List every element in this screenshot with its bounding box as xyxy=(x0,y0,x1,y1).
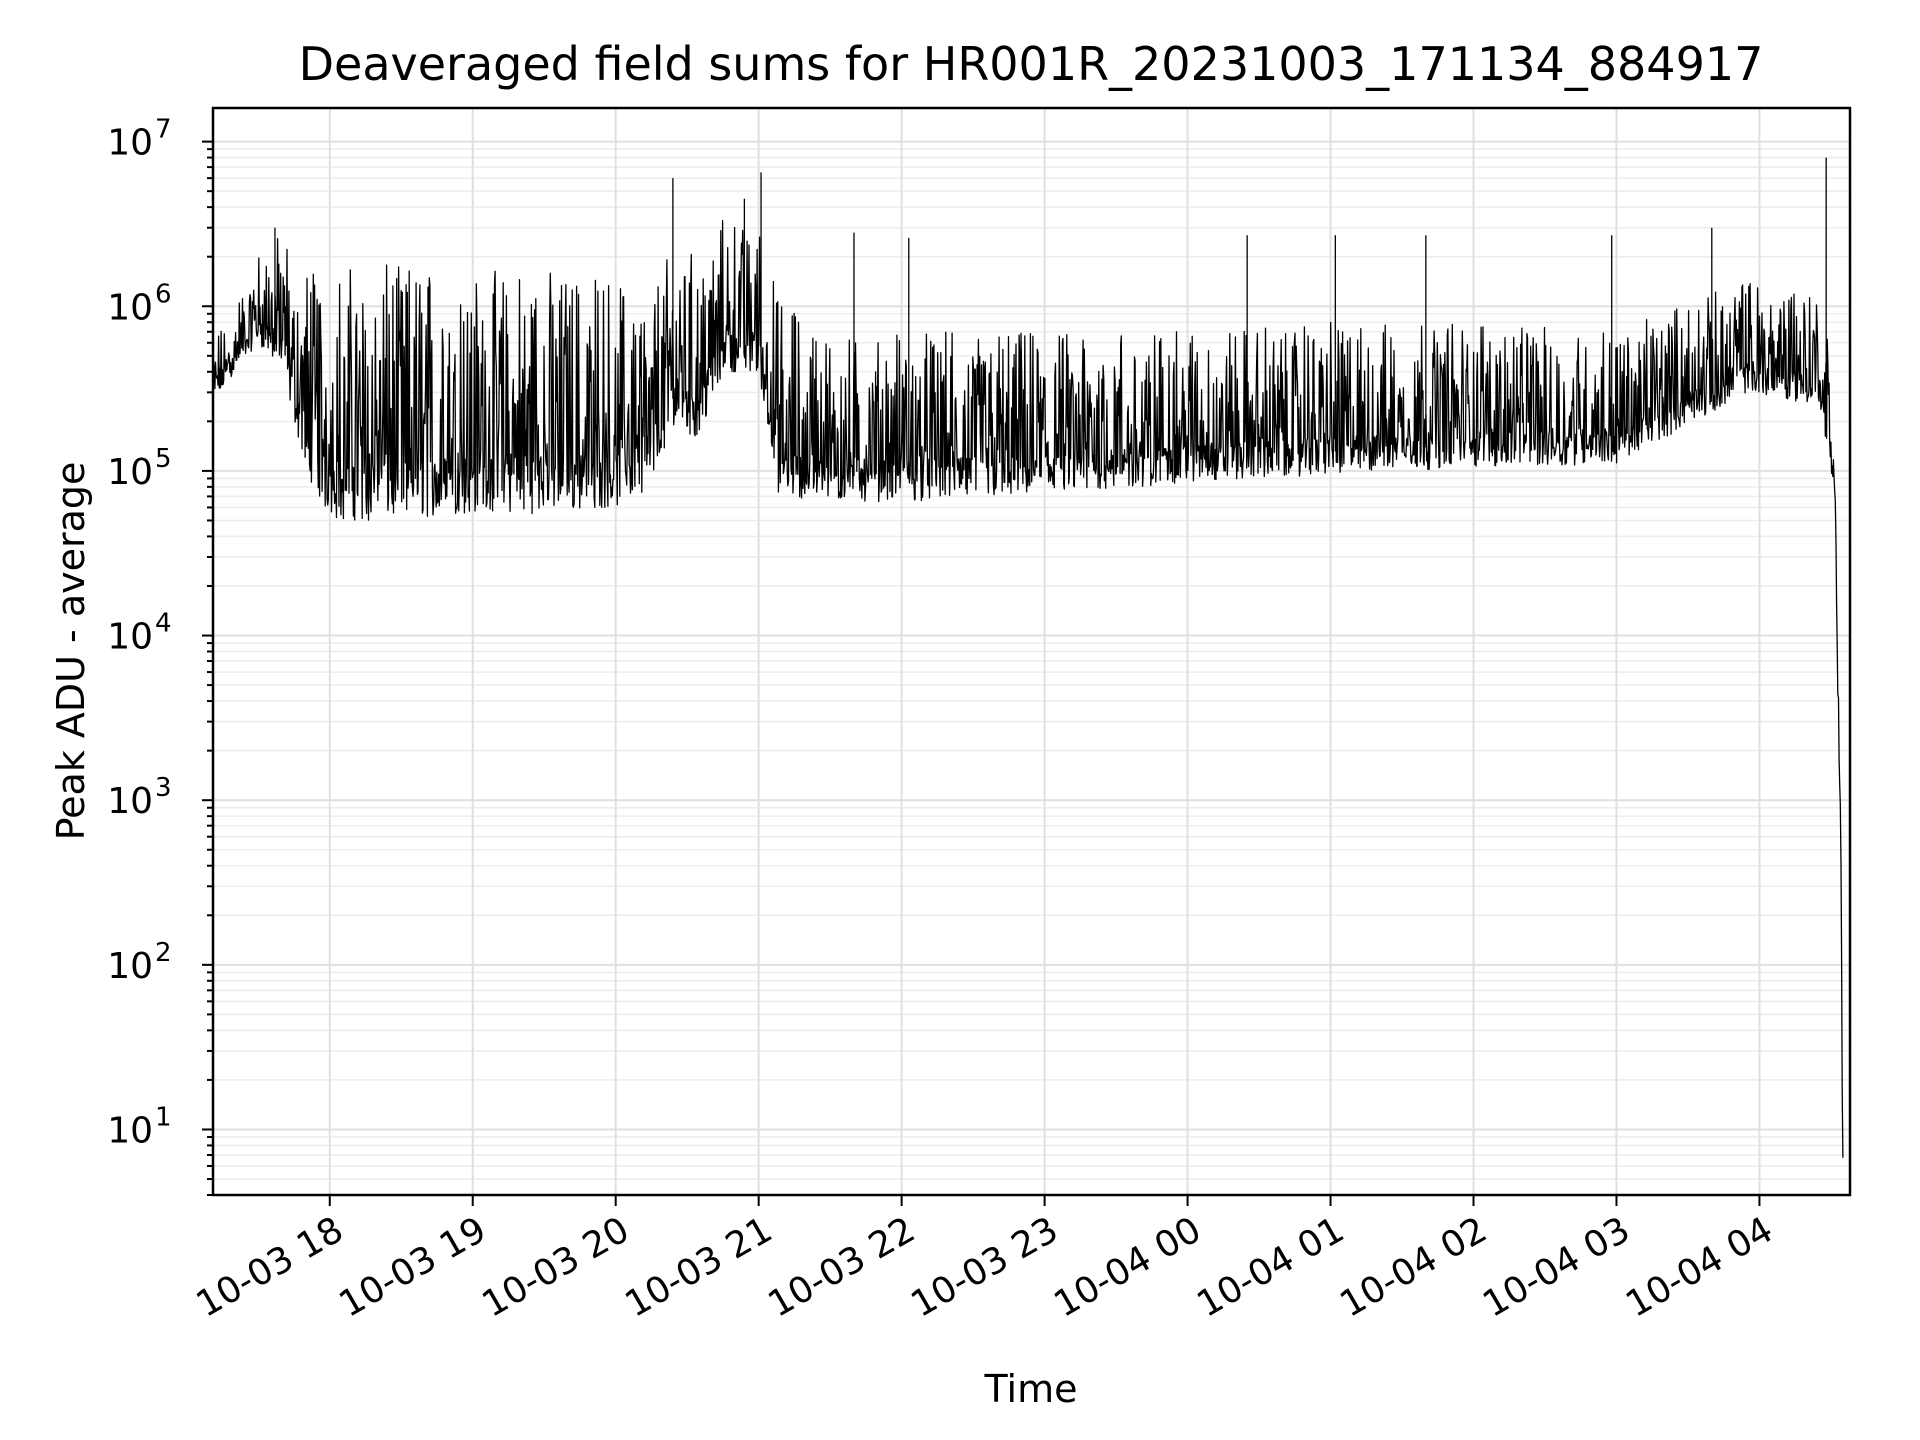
series-line xyxy=(212,157,1844,1158)
series-trace xyxy=(212,219,1844,1158)
y-tick-exponent: 4 xyxy=(155,609,172,639)
chart-title: Deaveraged field sums for HR001R_2023100… xyxy=(299,37,1764,91)
y-tick-label: 10 xyxy=(107,287,153,328)
y-tick-label: 10 xyxy=(107,946,153,987)
y-tick-label: 10 xyxy=(107,1110,153,1151)
y-tick-exponent: 1 xyxy=(155,1102,172,1132)
y-tick-exponent: 7 xyxy=(155,115,172,145)
y-axis-label: Peak ADU - average xyxy=(49,462,93,841)
y-tick-exponent: 3 xyxy=(155,773,172,803)
y-tick-label: 10 xyxy=(107,123,153,164)
y-tick-label: 10 xyxy=(107,781,153,822)
y-tick-exponent: 5 xyxy=(155,444,172,474)
y-tick-label: 10 xyxy=(107,617,153,658)
x-axis-label: Time xyxy=(984,1367,1078,1411)
y-tick-exponent: 6 xyxy=(155,279,172,309)
y-tick-label: 10 xyxy=(107,452,153,493)
y-tick-exponent: 2 xyxy=(155,938,172,968)
